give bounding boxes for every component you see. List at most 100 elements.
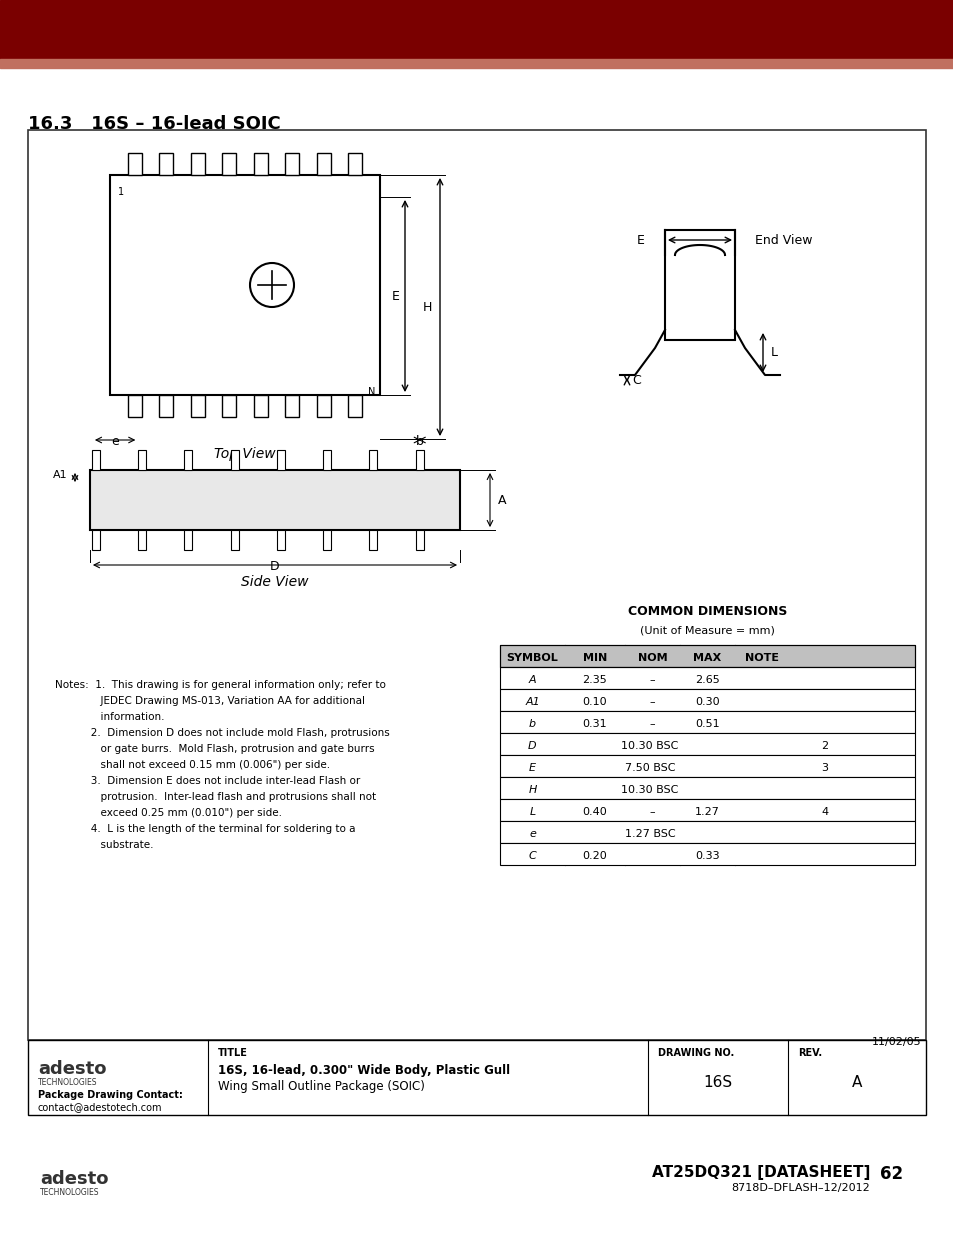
Text: 0.10: 0.10	[582, 697, 607, 706]
Bar	[159, 153, 172, 175]
Bar	[184, 530, 193, 550]
Bar	[499, 667, 914, 689]
Text: shall not exceed 0.15 mm (0.006") per side.: shall not exceed 0.15 mm (0.006") per si…	[55, 760, 330, 769]
Text: Top View: Top View	[214, 447, 275, 461]
Text: A1: A1	[53, 471, 68, 480]
Text: A: A	[851, 1074, 862, 1091]
Text: 4: 4	[821, 806, 828, 818]
Text: b: b	[416, 435, 423, 448]
Bar	[91, 530, 100, 550]
Text: COMMON DIMENSIONS: COMMON DIMENSIONS	[627, 605, 786, 618]
Text: 0.40: 0.40	[582, 806, 607, 818]
Text: adesto: adesto	[40, 1170, 109, 1188]
Bar	[369, 450, 377, 471]
Bar	[191, 153, 205, 175]
Bar	[416, 530, 423, 550]
Bar	[348, 153, 362, 175]
Text: REV.: REV.	[797, 1049, 821, 1058]
Bar	[222, 153, 236, 175]
Bar	[664, 230, 734, 340]
Bar	[499, 821, 914, 844]
Bar	[184, 450, 193, 471]
Text: NOM: NOM	[637, 653, 666, 663]
Text: MAX: MAX	[693, 653, 720, 663]
Bar	[276, 450, 285, 471]
Bar	[316, 153, 331, 175]
Text: 7.50 BSC: 7.50 BSC	[624, 763, 675, 773]
Text: H: H	[528, 785, 537, 795]
Bar	[499, 689, 914, 711]
Text: substrate.: substrate.	[55, 840, 153, 850]
Text: E: E	[529, 763, 536, 773]
Text: 2.  Dimension D does not include mold Flash, protrusions: 2. Dimension D does not include mold Fla…	[55, 727, 390, 739]
Bar	[0, 59, 953, 68]
Text: Notes:  1.  This drawing is for general information only; refer to: Notes: 1. This drawing is for general in…	[55, 680, 385, 690]
Text: Wing Small Outline Package (SOIC): Wing Small Outline Package (SOIC)	[218, 1079, 424, 1093]
Bar	[499, 777, 914, 799]
Bar	[138, 450, 146, 471]
Text: b: b	[528, 719, 536, 729]
Bar	[499, 645, 914, 667]
Bar	[499, 755, 914, 777]
Text: SYMBOL: SYMBOL	[506, 653, 558, 663]
Bar	[253, 395, 268, 417]
Text: TITLE: TITLE	[218, 1049, 248, 1058]
Text: 16.3   16S – 16-lead SOIC: 16.3 16S – 16-lead SOIC	[28, 115, 280, 133]
Text: TECHNOLOGIES: TECHNOLOGIES	[40, 1188, 99, 1197]
Text: D: D	[270, 559, 279, 573]
Text: adesto: adesto	[38, 1060, 107, 1078]
Text: C: C	[631, 373, 640, 387]
Text: 0.51: 0.51	[695, 719, 720, 729]
Bar	[231, 450, 238, 471]
Bar	[499, 734, 914, 755]
Text: Side View: Side View	[241, 576, 309, 589]
Bar	[285, 153, 299, 175]
Text: 8718D–DFLASH–12/2012: 8718D–DFLASH–12/2012	[731, 1183, 869, 1193]
Text: 1: 1	[118, 186, 124, 198]
Text: –: –	[649, 806, 655, 818]
Bar	[499, 711, 914, 734]
Bar	[28, 130, 925, 1040]
Text: 0.30: 0.30	[695, 697, 720, 706]
Bar	[416, 450, 423, 471]
Text: (Unit of Measure = mm): (Unit of Measure = mm)	[639, 625, 774, 635]
Text: A: A	[497, 494, 506, 506]
Text: E: E	[392, 289, 399, 303]
Text: 4.  L is the length of the terminal for soldering to a: 4. L is the length of the terminal for s…	[55, 824, 355, 834]
Text: protrusion.  Inter-lead flash and protrusions shall not: protrusion. Inter-lead flash and protrus…	[55, 792, 375, 802]
Text: 2.65: 2.65	[695, 676, 720, 685]
Text: 3.  Dimension E does not include inter-lead Flash or: 3. Dimension E does not include inter-le…	[55, 776, 360, 785]
Text: AT25DQ321 [DATASHEET]: AT25DQ321 [DATASHEET]	[651, 1165, 869, 1179]
Text: MIN: MIN	[582, 653, 606, 663]
Text: e: e	[529, 829, 536, 839]
Text: 1.27: 1.27	[695, 806, 720, 818]
Text: NOTE: NOTE	[744, 653, 779, 663]
Text: DRAWING NO.: DRAWING NO.	[658, 1049, 734, 1058]
Bar	[285, 395, 299, 417]
Bar	[191, 395, 205, 417]
Text: E: E	[637, 233, 644, 247]
Text: End View: End View	[754, 233, 812, 247]
Text: A1: A1	[524, 697, 539, 706]
Text: JEDEC Drawing MS-013, Variation AA for additional: JEDEC Drawing MS-013, Variation AA for a…	[55, 697, 365, 706]
Text: C: C	[528, 851, 536, 861]
Text: 10.30 BSC: 10.30 BSC	[620, 741, 678, 751]
Bar	[253, 153, 268, 175]
Bar	[90, 471, 459, 530]
Text: 10.30 BSC: 10.30 BSC	[620, 785, 678, 795]
Bar	[348, 395, 362, 417]
Bar	[323, 450, 331, 471]
Text: 0.33: 0.33	[695, 851, 720, 861]
Bar	[138, 530, 146, 550]
Text: 2: 2	[821, 741, 828, 751]
Text: L: L	[529, 806, 535, 818]
Bar	[128, 153, 141, 175]
Bar	[128, 395, 141, 417]
Text: H: H	[422, 300, 432, 314]
Text: 11/02/05: 11/02/05	[870, 1037, 920, 1047]
Text: 62: 62	[879, 1165, 902, 1183]
Bar	[91, 450, 100, 471]
Text: 0.31: 0.31	[582, 719, 607, 729]
Text: 2.35: 2.35	[582, 676, 607, 685]
Text: N: N	[367, 387, 375, 396]
